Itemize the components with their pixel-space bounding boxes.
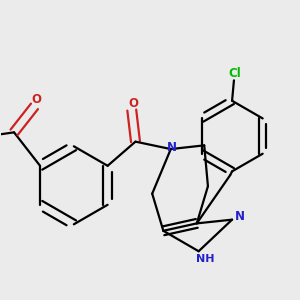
Text: Cl: Cl [228,67,241,80]
Text: NH: NH [196,254,214,264]
Text: N: N [167,142,177,154]
Text: N: N [235,210,245,223]
Text: O: O [128,97,138,110]
Text: O: O [31,93,41,106]
